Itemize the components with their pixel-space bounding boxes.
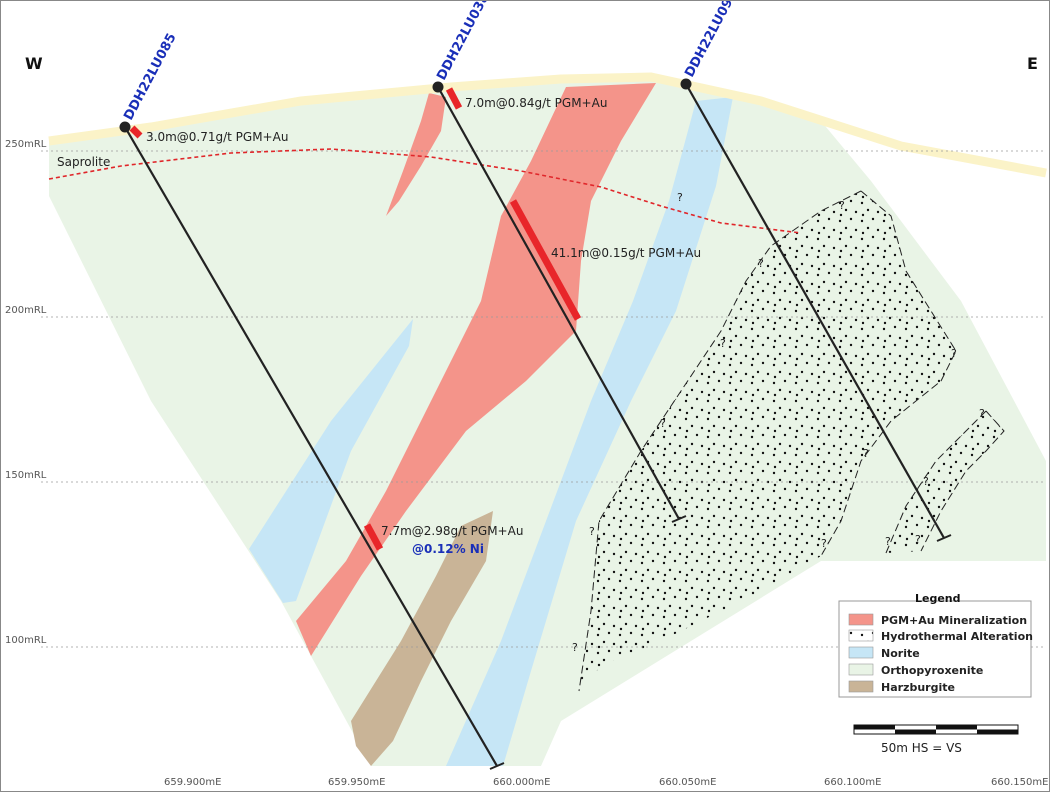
easting-label-660050: 660.050mE — [659, 777, 716, 788]
intercept-label-085-ni: @0.12% Ni — [412, 542, 484, 556]
svg-text:?: ? — [885, 535, 891, 548]
alteration-main-zone — [579, 191, 956, 691]
uncertainty-marks: ? ? ? ? ? ? ? ? ? ? ? ? ? ? — [572, 191, 985, 654]
legend-label-norite: Norite — [881, 647, 920, 660]
legend-swatch-mineralization — [848, 613, 874, 626]
svg-text:?: ? — [915, 533, 921, 546]
drillhole-collars — [119, 78, 692, 133]
compass-east: E — [1027, 54, 1038, 73]
rl-label-250: 250mRL — [5, 139, 47, 150]
intercept-segments — [129, 87, 582, 551]
easting-label-659950: 659.950mE — [328, 777, 385, 788]
legend-swatch-harzburgite — [848, 680, 874, 693]
intercept-label-085-upper: 3.0m@0.71g/t PGM+Au — [146, 130, 288, 144]
legend-label-orthopyroxenite: Orthopyroxenite — [881, 664, 983, 677]
svg-text:?: ? — [821, 537, 827, 550]
legend-swatch-norite — [848, 646, 874, 659]
rl-label-150: 150mRL — [5, 470, 47, 481]
drillhole-end-ticks — [489, 515, 952, 770]
scale-bar: 50m HS = VS — [853, 724, 1019, 755]
legend-label-alteration: Hydrothermal Alteration — [881, 630, 1033, 643]
mineralization-upper-finger — [386, 93, 446, 216]
legend-swatch-alteration — [848, 629, 874, 642]
legend-label-harzburgite: Harzburgite — [881, 681, 955, 694]
svg-text:?: ? — [863, 447, 869, 460]
intercept-label-038-upper: 7.0m@0.84g/t PGM+Au — [465, 96, 607, 110]
svg-text:?: ? — [589, 525, 595, 538]
svg-text:?: ? — [923, 475, 929, 488]
norite-main-band — [446, 97, 733, 766]
drillhole-label-038: DDH22LU038 — [434, 1, 492, 83]
legend: Legend PGM+Au Mineralization Hydrotherma… — [838, 592, 1033, 698]
alteration-east-zone — [886, 411, 1004, 553]
rl-label-200: 200mRL — [5, 305, 47, 316]
alteration-main-boundary — [578, 190, 957, 692]
saprolite-boundary — [48, 148, 802, 234]
intercept-label-038-main: 41.1m@0.15g/t PGM+Au — [551, 246, 701, 260]
alteration-east-boundary — [885, 410, 1005, 554]
svg-text:?: ? — [720, 337, 726, 350]
legend-title: Legend — [915, 592, 961, 605]
legend-label-mineralization: PGM+Au Mineralization — [881, 614, 1027, 627]
svg-text:?: ? — [660, 417, 666, 430]
saprolite-label: Saprolite — [57, 155, 110, 169]
svg-text:?: ? — [951, 347, 957, 360]
svg-text:?: ? — [979, 407, 985, 420]
compass-west: W — [25, 54, 43, 73]
scale-bar-label: 50m HS = VS — [881, 741, 962, 755]
svg-text:?: ? — [758, 257, 764, 270]
intercept-label-085-lower: 7.7m@2.98g/t PGM+Au — [381, 524, 523, 538]
svg-text:?: ? — [677, 191, 683, 204]
norite-left-band — [249, 319, 413, 603]
easting-label-659900: 659.900mE — [164, 777, 221, 788]
easting-label-660100: 660.100mE — [824, 777, 881, 788]
easting-label-660150: 660.150mE — [991, 777, 1048, 788]
drillhole-label-095: DDH22LU095 — [682, 1, 740, 80]
svg-text:?: ? — [839, 199, 845, 212]
mineralization-main-lens — [296, 83, 656, 656]
rl-label-100: 100mRL — [5, 635, 47, 646]
easting-label-660000: 660.000mE — [493, 777, 550, 788]
legend-swatch-orthopyroxenite — [848, 663, 874, 676]
drillhole-label-085: DDH22LU085 — [121, 31, 179, 123]
topographic-surface — [48, 72, 1047, 178]
drillhole-traces — [124, 83, 945, 767]
svg-text:?: ? — [572, 641, 578, 654]
